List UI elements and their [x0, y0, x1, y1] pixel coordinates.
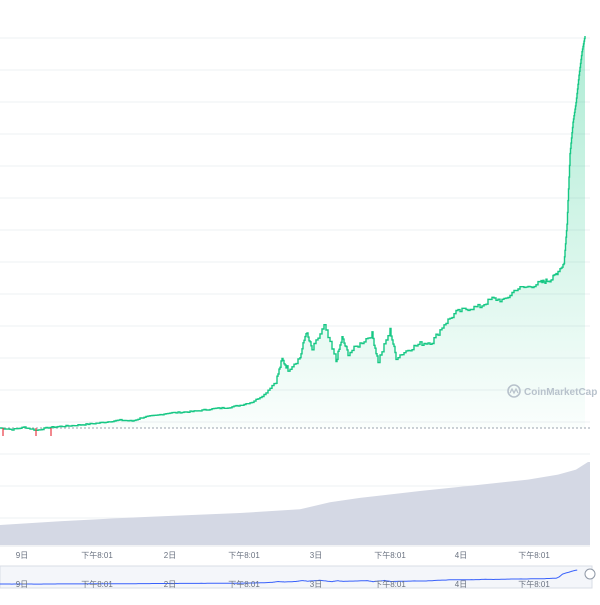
x-tick-label: 下午8:01	[81, 550, 113, 560]
navigator-handle[interactable]	[584, 568, 596, 580]
navigator-line	[0, 569, 578, 585]
navigator-tick-label: 2日	[164, 580, 176, 589]
price-area-shape	[0, 36, 585, 428]
navigator-tick-label: 9日	[16, 580, 28, 589]
navigator-tick-label: 4日	[455, 580, 467, 589]
price-line	[0, 36, 586, 436]
navigator-tick-label: 下午8:01	[81, 579, 113, 589]
logo-glyph	[509, 387, 519, 395]
navigator-tick-label: 3日	[310, 580, 322, 589]
volume-area	[0, 462, 590, 545]
watermark-text: CoinMarketCap	[524, 387, 597, 398]
range-navigator[interactable]: 9日 下午8:01 2日 下午8:01 3日 下午8:01 4日 下午8:01	[0, 565, 596, 589]
x-tick-label: 9日	[16, 551, 28, 560]
price-line-series	[0, 36, 586, 431]
navigator-tick-label: 下午8:01	[228, 579, 260, 589]
x-tick-label: 下午8:01	[374, 550, 406, 560]
x-tick-label: 4日	[455, 551, 467, 560]
coinmarketcap-watermark: CoinMarketCap	[507, 384, 597, 398]
price-area-fill	[0, 36, 585, 428]
navigator-tick-label: 下午8:01	[518, 579, 550, 589]
x-tick-label: 下午8:01	[228, 550, 260, 560]
navigator-tick-label: 下午8:01	[374, 579, 406, 589]
volume-area-shape	[0, 462, 590, 545]
x-tick-label: 下午8:01	[518, 550, 550, 560]
x-axis: 9日 下午8:01 2日 下午8:01 3日 下午8:01 4日 下午8:01	[0, 545, 590, 560]
gridlines	[0, 37, 590, 519]
x-tick-label: 2日	[164, 551, 176, 560]
x-tick-label: 3日	[310, 551, 322, 560]
coinmarketcap-logo-icon	[507, 384, 521, 398]
